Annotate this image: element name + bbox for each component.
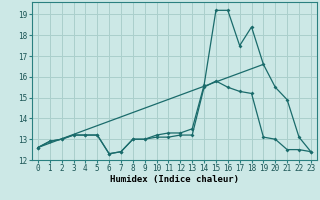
X-axis label: Humidex (Indice chaleur): Humidex (Indice chaleur) bbox=[110, 175, 239, 184]
